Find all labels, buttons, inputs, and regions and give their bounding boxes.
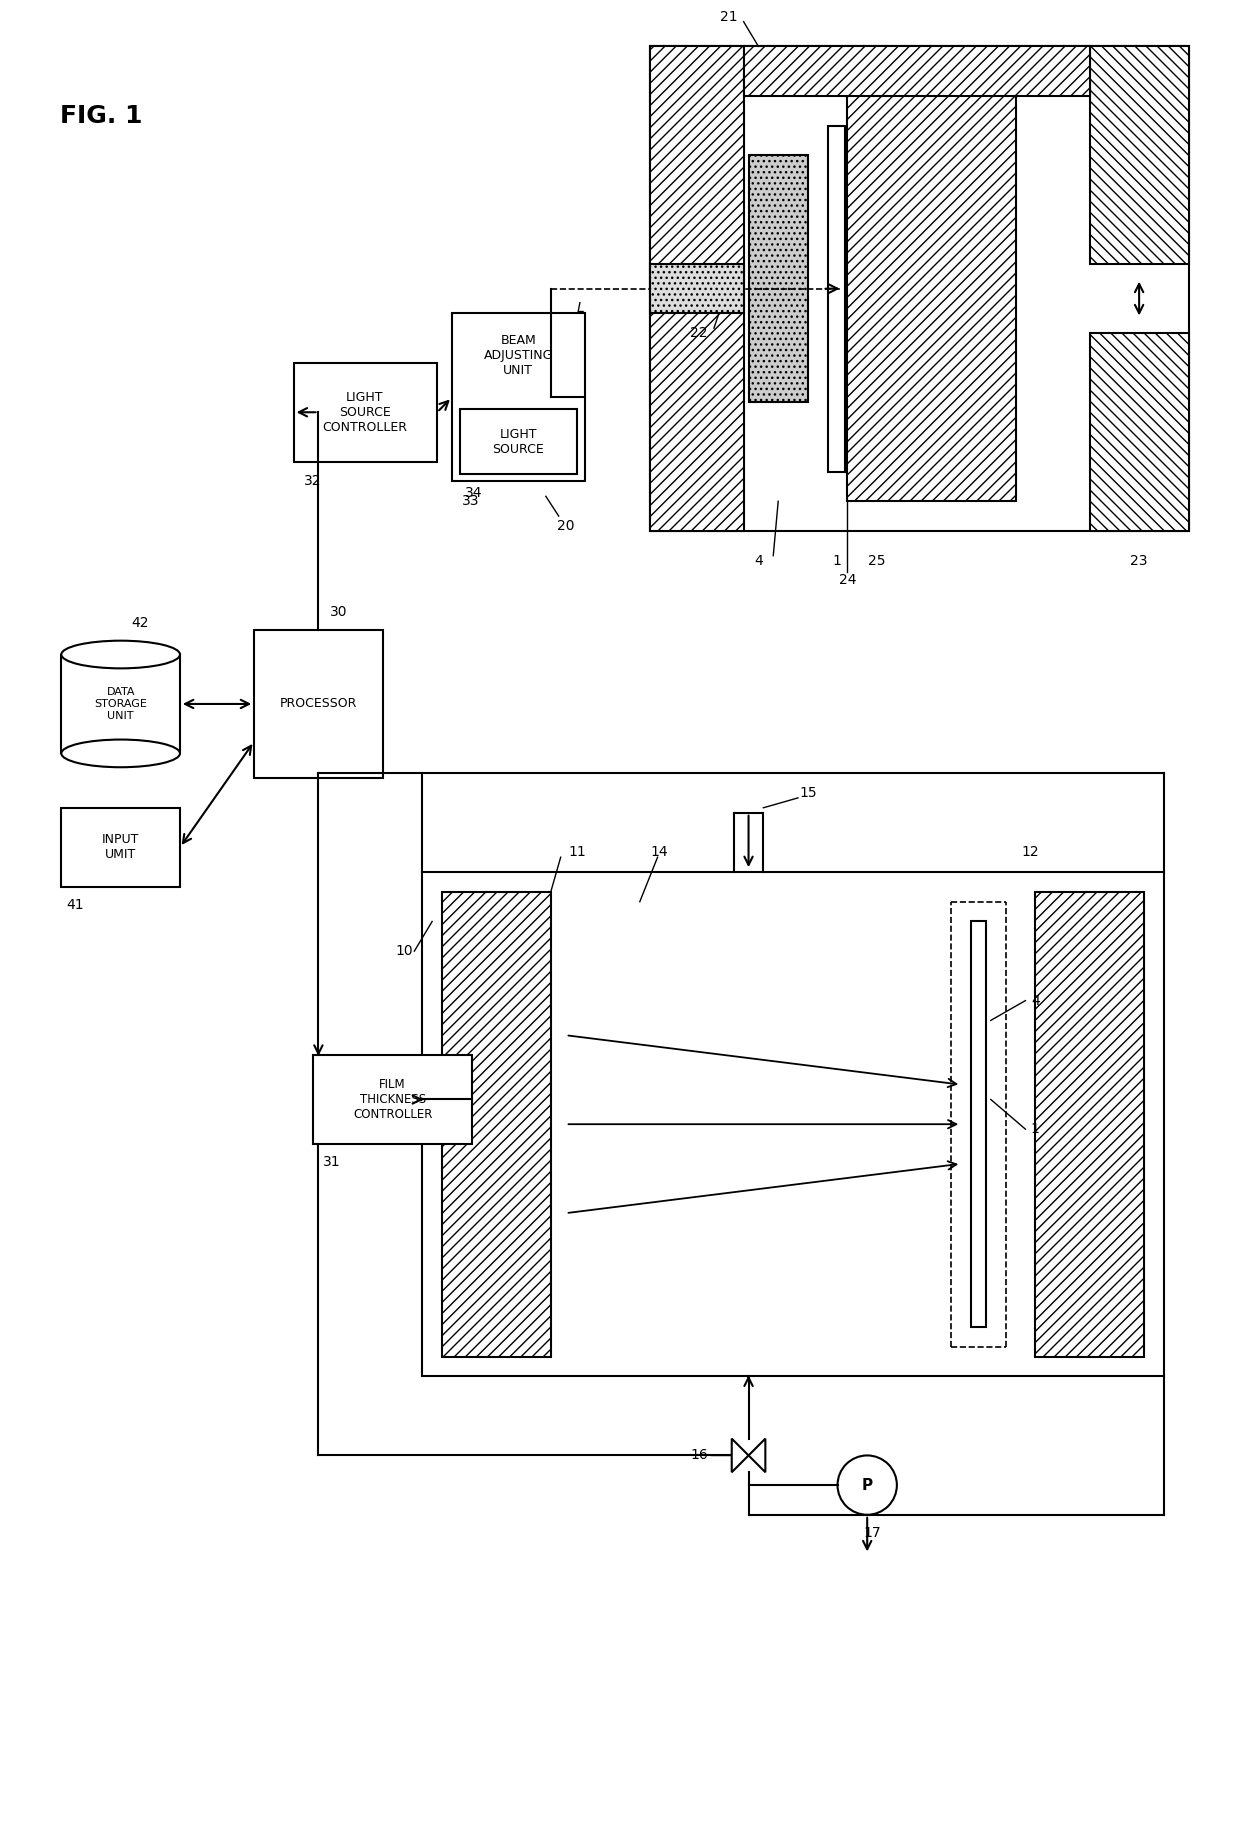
Bar <box>650 46 1189 531</box>
Text: FIG. 1: FIG. 1 <box>60 104 143 128</box>
Ellipse shape <box>61 739 180 766</box>
Text: 33: 33 <box>461 495 480 507</box>
Bar <box>61 808 180 887</box>
Bar <box>749 155 808 402</box>
Bar <box>451 314 585 482</box>
Bar <box>1090 46 1189 265</box>
Text: 32: 32 <box>304 474 321 489</box>
Text: 12: 12 <box>1022 845 1039 860</box>
Text: LIGHT
SOURCE: LIGHT SOURCE <box>492 427 544 456</box>
Text: 22: 22 <box>691 327 708 339</box>
Text: PROCESSOR: PROCESSOR <box>280 697 357 710</box>
Text: LIGHT
SOURCE
CONTROLLER: LIGHT SOURCE CONTROLLER <box>322 391 408 434</box>
Text: 24: 24 <box>838 573 856 588</box>
Text: 14: 14 <box>651 845 668 860</box>
Bar <box>294 363 436 462</box>
Ellipse shape <box>61 641 180 668</box>
Text: DATA
STORAGE
UNIT: DATA STORAGE UNIT <box>94 688 148 721</box>
Text: 31: 31 <box>324 1155 341 1168</box>
Bar <box>460 409 578 473</box>
Text: 10: 10 <box>396 944 413 958</box>
Bar <box>441 892 551 1356</box>
Text: 4: 4 <box>1030 993 1039 1007</box>
Bar <box>827 126 846 471</box>
Bar <box>1035 892 1145 1356</box>
Bar <box>650 265 744 314</box>
Bar <box>423 872 1164 1376</box>
Text: P: P <box>862 1478 873 1493</box>
Bar <box>314 1055 471 1144</box>
Bar <box>847 77 1016 502</box>
Text: 30: 30 <box>330 606 347 619</box>
Text: 1: 1 <box>832 553 841 568</box>
Bar <box>971 922 986 1327</box>
Bar <box>650 46 744 531</box>
Text: 20: 20 <box>557 518 574 533</box>
Text: INPUT
UMIT: INPUT UMIT <box>102 834 139 861</box>
Text: 41: 41 <box>66 898 84 912</box>
Text: BEAM
ADJUSTING
UNIT: BEAM ADJUSTING UNIT <box>484 334 553 378</box>
Text: 4: 4 <box>754 553 763 568</box>
Bar <box>61 655 180 754</box>
Text: 23: 23 <box>1131 553 1148 568</box>
Bar <box>1090 334 1189 531</box>
Bar <box>744 46 1090 97</box>
Text: FILM
THICKNESS
CONTROLLER: FILM THICKNESS CONTROLLER <box>353 1079 433 1121</box>
Polygon shape <box>749 1438 765 1473</box>
Text: 42: 42 <box>131 615 149 630</box>
Text: 11: 11 <box>569 845 587 860</box>
Text: 1: 1 <box>1030 1122 1039 1137</box>
Text: 16: 16 <box>691 1449 708 1462</box>
Bar <box>254 630 383 777</box>
Text: 25: 25 <box>868 553 885 568</box>
Polygon shape <box>732 1438 749 1473</box>
Text: 21: 21 <box>720 9 738 24</box>
Text: 17: 17 <box>863 1526 880 1540</box>
Text: 34: 34 <box>465 485 482 500</box>
Text: 15: 15 <box>799 787 817 799</box>
Text: L: L <box>577 301 584 316</box>
